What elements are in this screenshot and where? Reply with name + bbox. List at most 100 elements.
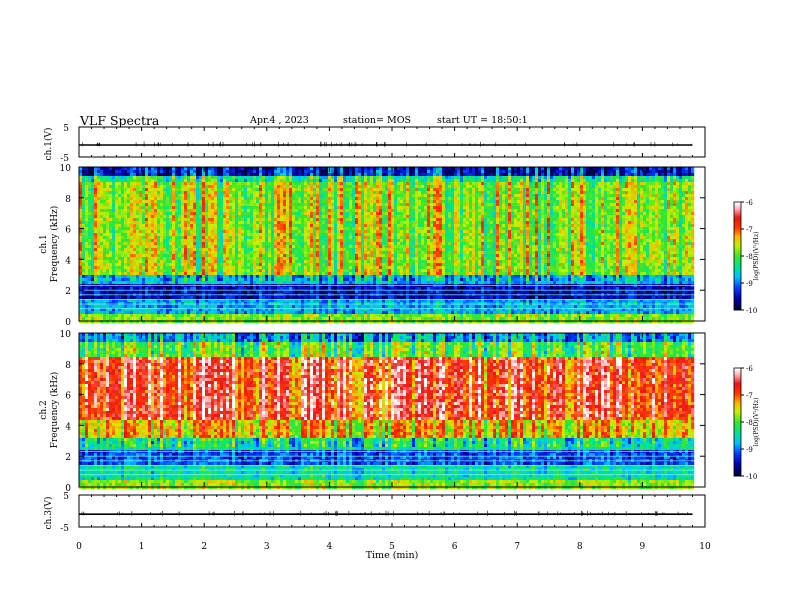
ch1-spectrogram-cell	[94, 212, 97, 215]
ch1-spectrogram-cell	[556, 194, 559, 197]
ch1-spectrogram-cell	[166, 191, 169, 194]
ch1-spectrogram-cell	[136, 182, 139, 185]
ch1-spectrogram-cell	[331, 203, 334, 206]
ch1-spectrogram-cell	[262, 215, 265, 218]
ch1-spectrogram-cell	[517, 179, 520, 182]
ch1-spectrogram-cell	[571, 170, 574, 173]
ch1-spectrogram-cell	[247, 206, 250, 209]
ch1-spectrogram-cell	[163, 230, 166, 233]
ch1-spectrogram-cell	[292, 170, 295, 173]
ch1-spectrogram-cell	[688, 230, 691, 233]
ch1-spectrogram-cell	[133, 170, 136, 173]
ch1-spectrogram-cell	[625, 209, 628, 212]
ch1-spectrogram-cell	[376, 173, 379, 176]
ch1-spectrogram-cell	[415, 170, 418, 173]
ch1-spectrogram-cell	[439, 197, 442, 200]
ch1-spectrogram-cell	[232, 218, 235, 221]
ch1-spectrogram-cell	[259, 218, 262, 221]
ch1-spectrogram-cell	[193, 209, 196, 212]
ch1-spectrogram-cell	[265, 185, 268, 188]
ch1-spectrogram-cell	[364, 185, 367, 188]
ch1-spectrogram-cell	[475, 179, 478, 182]
ch1-spectrogram-cell	[436, 203, 439, 206]
ch1-spectrogram-cell	[241, 173, 244, 176]
ch1-spectrogram-cell	[538, 194, 541, 197]
ch1-spectrogram-cell	[472, 188, 475, 191]
ch1-spectrogram-cell	[526, 215, 529, 218]
ch1-spectrogram-cell	[163, 182, 166, 185]
ch1-spectrogram-cell	[334, 206, 337, 209]
ch1-spectrogram-cell	[358, 206, 361, 209]
ch1-spectrogram-cell	[139, 191, 142, 194]
ch1-spectrogram-cell	[178, 179, 181, 182]
ch1-spectrogram-cell	[655, 191, 658, 194]
ch1-spectrogram-cell	[430, 179, 433, 182]
ch1-spectrogram-cell	[154, 176, 157, 179]
ch1-spectrogram-cell	[250, 179, 253, 182]
ch1-spectrogram-cell	[361, 170, 364, 173]
ch1-spectrogram-cell	[619, 197, 622, 200]
ch1-spectrogram-cell	[643, 227, 646, 230]
ch1-spectrogram-cell	[241, 197, 244, 200]
ch1-spectrogram-cell	[496, 197, 499, 200]
ch1-spectrogram-cell	[199, 221, 202, 224]
ch1-spectrogram-cell	[151, 170, 154, 173]
ch1-spectrogram-cell	[451, 200, 454, 203]
ch1-spectrogram-cell	[517, 173, 520, 176]
ch1-spectrogram-cell	[244, 170, 247, 173]
ch1-spectrogram-cell	[655, 179, 658, 182]
ch1-spectrogram-cell	[286, 191, 289, 194]
ch1-spectrogram-cell	[112, 200, 115, 203]
ch1-spectrogram-cell	[340, 170, 343, 173]
ch1-spectrogram-cell	[577, 206, 580, 209]
ch1-spectrogram-cell	[259, 209, 262, 212]
ch1-spectrogram-cell	[211, 233, 214, 236]
ch1-spectrogram-cell	[322, 200, 325, 203]
ch1-spectrogram-cell	[448, 179, 451, 182]
ch1-spectrogram-cell	[274, 188, 277, 191]
ch1-spectrogram-cell	[220, 182, 223, 185]
ch1-spectrogram-cell	[448, 206, 451, 209]
ch1-spectrogram-cell	[520, 179, 523, 182]
ch1-spectrogram-cell	[577, 188, 580, 191]
ch1-spectrogram-cell	[619, 224, 622, 227]
ch1-spectrogram-cell	[667, 215, 670, 218]
ch1-spectrogram-cell	[622, 173, 625, 176]
ch1-spectrogram-cell	[415, 209, 418, 212]
ch1-spectrogram-cell	[151, 194, 154, 197]
ch1-spectrogram-cell	[316, 227, 319, 230]
ch1-spectrogram-cell	[250, 206, 253, 209]
ch1-spectrogram-cell	[637, 233, 640, 236]
ch1-spectrogram-cell	[148, 230, 151, 233]
ch1-spectrogram-cell	[619, 230, 622, 233]
ch1-spectrogram-cell	[172, 230, 175, 233]
ch1-spectrogram-cell	[307, 179, 310, 182]
ch1-spectrogram-cell	[601, 233, 604, 236]
ch1-spectrogram-cell	[160, 182, 163, 185]
ch1-spectrogram-cell	[652, 206, 655, 209]
ch1-spectrogram-cell	[463, 227, 466, 230]
ch1-spectrogram-cell	[136, 224, 139, 227]
ch1-spectrogram-cell	[280, 179, 283, 182]
ch1-spectrogram-cell	[325, 230, 328, 233]
ch1-spectrogram-cell	[535, 200, 538, 203]
ch1-spectrogram-cell	[277, 206, 280, 209]
ch1-spectrogram-cell	[250, 227, 253, 230]
ch1-spectrogram-cell	[160, 194, 163, 197]
ch1-spectrogram-cell	[685, 194, 688, 197]
ch1-spectrogram-cell	[523, 215, 526, 218]
ch1-spectrogram-cell	[595, 212, 598, 215]
ch1-spectrogram-cell	[667, 218, 670, 221]
ch1-spectrogram-cell	[688, 215, 691, 218]
ch1-spectrogram-cell	[331, 191, 334, 194]
ch1-spectrogram-cell	[646, 200, 649, 203]
ch1-spectrogram-cell	[190, 170, 193, 173]
ch1-spectrogram-cell	[379, 197, 382, 200]
ch1-spectrogram-cell	[232, 194, 235, 197]
ch1-spectrogram-cell	[496, 179, 499, 182]
ch1-spectrogram-cell	[232, 191, 235, 194]
ch1-spectrogram-cell	[568, 221, 571, 224]
ch1-spectrogram-cell	[130, 221, 133, 224]
ch1-spectrogram-cell	[184, 227, 187, 230]
ch1-spectrogram-cell	[499, 197, 502, 200]
